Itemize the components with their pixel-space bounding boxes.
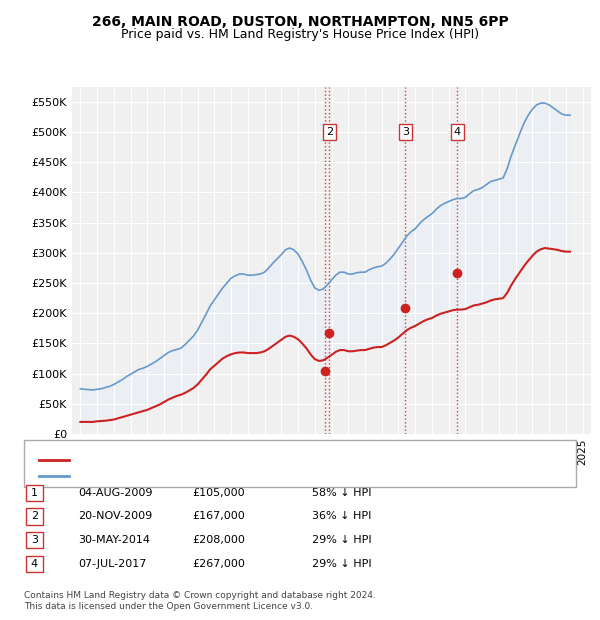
Text: 266, MAIN ROAD, DUSTON, NORTHAMPTON, NN5 6PP (detached house): 266, MAIN ROAD, DUSTON, NORTHAMPTON, NN5… (72, 455, 443, 465)
Text: £267,000: £267,000 (192, 559, 245, 569)
Text: £167,000: £167,000 (192, 512, 245, 521)
Text: 36% ↓ HPI: 36% ↓ HPI (312, 512, 371, 521)
Text: Price paid vs. HM Land Registry's House Price Index (HPI): Price paid vs. HM Land Registry's House … (121, 28, 479, 41)
Text: 3: 3 (402, 127, 409, 137)
Text: 1: 1 (31, 488, 38, 498)
Text: £105,000: £105,000 (192, 488, 245, 498)
Text: 29% ↓ HPI: 29% ↓ HPI (312, 559, 371, 569)
Text: 29% ↓ HPI: 29% ↓ HPI (312, 535, 371, 545)
Text: 3: 3 (31, 535, 38, 545)
Text: Contains HM Land Registry data © Crown copyright and database right 2024.
This d: Contains HM Land Registry data © Crown c… (24, 591, 376, 611)
Text: 266, MAIN ROAD, DUSTON, NORTHAMPTON, NN5 6PP: 266, MAIN ROAD, DUSTON, NORTHAMPTON, NN5… (92, 16, 508, 30)
Text: 4: 4 (454, 127, 461, 137)
Text: 04-AUG-2009: 04-AUG-2009 (78, 488, 152, 498)
Text: 20-NOV-2009: 20-NOV-2009 (78, 512, 152, 521)
Text: 30-MAY-2014: 30-MAY-2014 (78, 535, 150, 545)
Text: 2: 2 (326, 127, 333, 137)
Text: HPI: Average price, detached house, West Northamptonshire: HPI: Average price, detached house, West… (72, 471, 389, 481)
Text: 07-JUL-2017: 07-JUL-2017 (78, 559, 146, 569)
Text: 58% ↓ HPI: 58% ↓ HPI (312, 488, 371, 498)
Text: £208,000: £208,000 (192, 535, 245, 545)
Text: 2: 2 (31, 512, 38, 521)
Text: 4: 4 (31, 559, 38, 569)
